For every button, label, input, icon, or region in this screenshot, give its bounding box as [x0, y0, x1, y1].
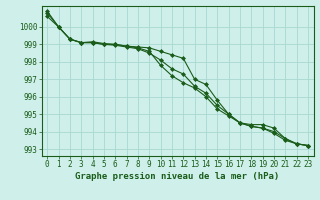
- X-axis label: Graphe pression niveau de la mer (hPa): Graphe pression niveau de la mer (hPa): [76, 172, 280, 181]
